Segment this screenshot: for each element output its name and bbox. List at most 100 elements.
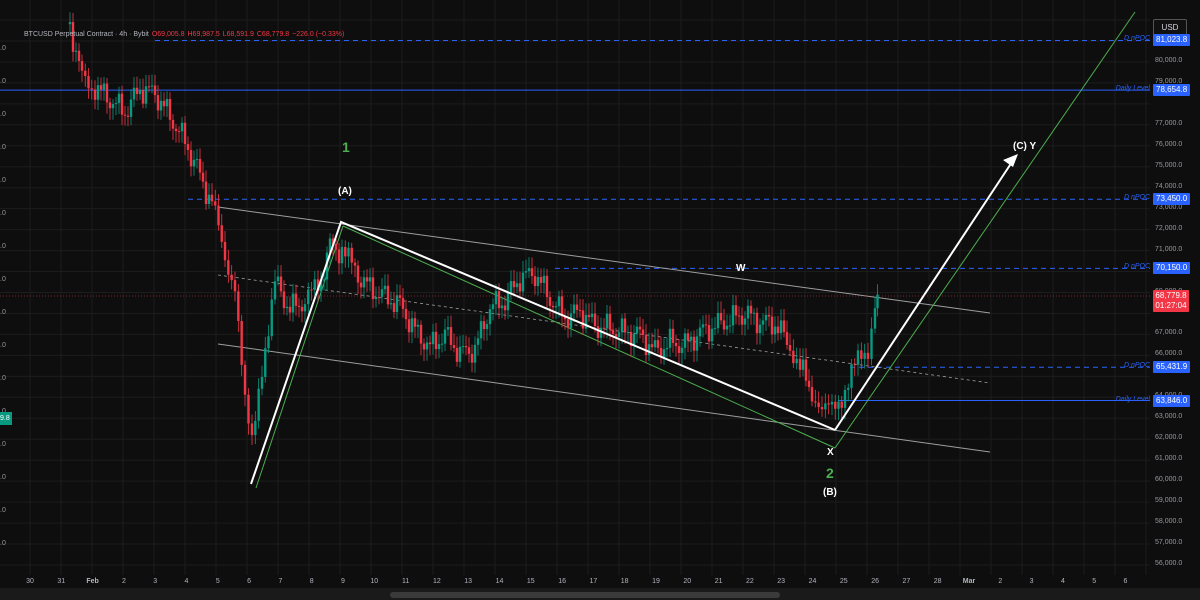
- candle-body: [542, 275, 546, 283]
- current-price-tag: 68,779.8 01:27:04: [1153, 290, 1189, 312]
- candle-body: [449, 327, 453, 346]
- candle-body: [662, 349, 666, 358]
- candle-body: [830, 401, 834, 405]
- candle-body: [230, 274, 233, 281]
- time-tick: Feb: [86, 578, 99, 585]
- candle-body: [77, 50, 81, 62]
- candle-body: [488, 309, 492, 325]
- candle-body: [455, 347, 459, 362]
- candle-body: [276, 276, 280, 282]
- current-price-value: 68,779.8: [1155, 291, 1187, 300]
- time-tick: 5: [1092, 578, 1097, 585]
- candle-body: [482, 321, 486, 330]
- candle-body: [344, 246, 347, 257]
- candle-body: [350, 247, 353, 263]
- candle-body: [500, 305, 504, 309]
- candle-body: [710, 328, 714, 342]
- candle-body: [758, 324, 762, 334]
- candle-body: [740, 315, 744, 325]
- price-tick: 56,000.0: [1155, 560, 1183, 567]
- change-value: −226.0 (−0.33%): [292, 31, 345, 38]
- candle-body: [557, 296, 561, 307]
- candle-body: [614, 334, 618, 337]
- candle-body: [647, 344, 651, 356]
- candle-body: [873, 308, 877, 329]
- candle-body: [138, 90, 142, 95]
- candle-body: [683, 333, 687, 348]
- candle-body: [111, 103, 115, 109]
- candle-body: [509, 281, 513, 293]
- candle-body: [602, 327, 606, 329]
- time-tick: 4: [1060, 578, 1065, 585]
- currency-button[interactable]: USD: [1153, 19, 1187, 36]
- candle-body: [413, 318, 417, 327]
- wave-label-W: W: [736, 263, 746, 274]
- candle-body: [491, 304, 495, 310]
- candle-body: [680, 347, 684, 353]
- candle-body: [788, 344, 792, 351]
- candle-body: [365, 277, 369, 282]
- candle-body: [824, 403, 827, 410]
- candle-body: [123, 114, 127, 116]
- candle-body: [847, 387, 850, 390]
- price-tick: 57,000.0: [1155, 539, 1183, 547]
- candle-body: [223, 241, 227, 261]
- candle-body: [198, 158, 202, 173]
- price-tick: 77,000.0: [1155, 119, 1183, 127]
- candle-body: [380, 289, 384, 297]
- candle-body: [653, 340, 657, 348]
- candle-body: [220, 225, 223, 242]
- candle-body: [254, 420, 257, 436]
- left-price-tick: .0: [0, 441, 6, 448]
- time-tick: 2: [998, 578, 1003, 585]
- candle-body: [117, 93, 121, 103]
- candle-body: [834, 401, 837, 409]
- candle-body: [458, 346, 462, 362]
- candle-body: [608, 313, 612, 330]
- channel-lines: [217, 11, 1136, 489]
- candle-body: [704, 324, 708, 326]
- candle-body: [776, 326, 780, 334]
- candle-body: [99, 85, 103, 90]
- channel-lower-line: [217, 343, 991, 453]
- candle-body: [316, 279, 320, 292]
- level-label: D nPOC: [1123, 194, 1150, 202]
- left-price-tick: .0: [0, 144, 6, 151]
- candle-body: [746, 305, 750, 319]
- left-price-badge: 9.8: [0, 412, 12, 425]
- candle-body: [632, 333, 636, 346]
- candle-body: [440, 343, 444, 345]
- candle-body: [180, 122, 184, 132]
- candle-body: [105, 83, 109, 103]
- candle-body: [569, 313, 573, 328]
- symbol-title[interactable]: BTCUSD Perpetual Contract · 4h · Bybit: [24, 31, 149, 38]
- level-lines: [0, 39, 1150, 402]
- wave-label-X: X: [827, 447, 834, 458]
- time-tick: 14: [495, 578, 504, 585]
- candle-body: [201, 172, 205, 182]
- candle-body: [395, 295, 399, 313]
- candle-body: [288, 306, 292, 313]
- candle-body: [189, 149, 193, 167]
- candle-body: [853, 364, 856, 366]
- time-tick: 25: [839, 578, 848, 585]
- close-value: C68,779.8: [256, 31, 290, 38]
- candle-body: [533, 276, 537, 287]
- candle-body: [755, 312, 759, 334]
- candle-body: [530, 268, 534, 277]
- scrollbar-thumb[interactable]: [390, 592, 780, 598]
- candle-body: [334, 244, 338, 250]
- candle-body: [737, 315, 741, 317]
- candle-body: [876, 294, 879, 309]
- candle-body: [779, 320, 783, 334]
- candle-body: [300, 306, 304, 312]
- candle-body: [518, 283, 522, 292]
- green-channel-right: [834, 11, 1136, 449]
- candle-body: [162, 100, 166, 107]
- candle-body: [165, 98, 169, 107]
- candle-body: [728, 325, 732, 327]
- time-tick: 18: [620, 578, 629, 585]
- candle-body: [521, 272, 525, 292]
